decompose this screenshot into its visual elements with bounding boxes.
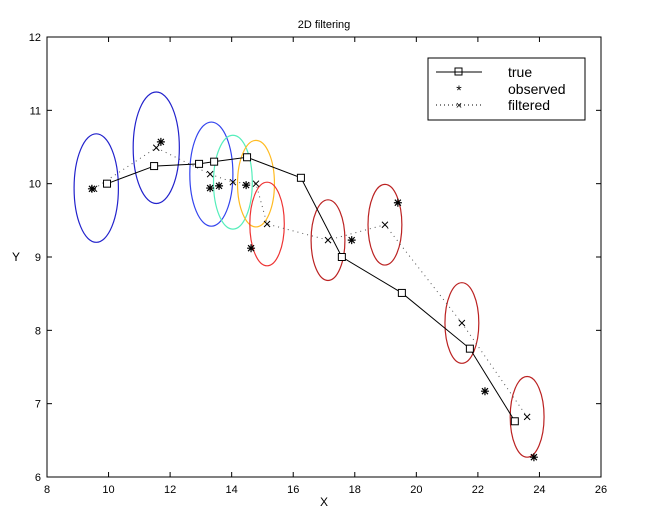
legend-observed-marker: *	[456, 82, 462, 98]
observed-point	[215, 181, 224, 190]
y-tick-label: 10	[29, 179, 41, 191]
y-tick-label: 7	[35, 399, 41, 411]
y-axis-label: Y	[12, 250, 20, 264]
legend-box	[427, 57, 586, 121]
filtered-point	[206, 170, 214, 178]
covariance-ellipse	[509, 375, 545, 458]
covariance-ellipse	[444, 282, 480, 364]
legend-observed-label: observed	[508, 81, 566, 97]
filtered-point	[324, 236, 332, 244]
observed-point	[87, 184, 96, 193]
filtered-point	[229, 178, 237, 186]
true-point	[397, 288, 406, 297]
x-tick-label: 8	[44, 484, 50, 496]
covariance-ellipse	[132, 91, 180, 205]
x-tick-label: 10	[102, 484, 114, 496]
x-tick-label: 20	[410, 484, 422, 496]
observed-point	[529, 453, 538, 462]
covariance-ellipse	[367, 183, 403, 266]
true-point	[243, 153, 252, 162]
true-point	[465, 344, 474, 353]
covariance-ellipse	[310, 199, 346, 282]
y-tick-label: 6	[35, 472, 41, 484]
filtered-point	[263, 220, 271, 228]
observed-point	[347, 236, 356, 245]
observed-point	[480, 387, 489, 396]
observed-point	[156, 137, 165, 146]
legend-true-marker	[454, 67, 463, 76]
true-line	[106, 156, 516, 422]
true-point	[150, 162, 159, 171]
legend-filtered-marker: ×	[456, 100, 462, 112]
legend: true * observed × filtered	[427, 57, 586, 121]
legend-true-label: true	[508, 64, 532, 80]
legend-filtered-label: filtered	[508, 97, 550, 113]
filtered-point	[458, 319, 466, 327]
observed-point	[206, 184, 215, 193]
filtered-point	[381, 221, 389, 229]
observed-point	[393, 198, 402, 207]
covariance-ellipse	[249, 181, 285, 267]
covariance-ellipse	[73, 133, 120, 243]
filtered-point	[152, 144, 160, 152]
true-point	[510, 417, 519, 426]
true-point	[210, 157, 219, 166]
covariance-ellipse	[236, 139, 276, 228]
y-tick-label: 11	[30, 105, 41, 117]
covariance-ellipse	[189, 121, 234, 227]
x-tick-label: 18	[349, 484, 361, 496]
true-point	[337, 253, 346, 261]
axes-box	[46, 36, 602, 478]
true-point	[103, 179, 112, 188]
filtered-point	[252, 180, 260, 188]
x-tick-label: 16	[287, 484, 299, 496]
x-tick-label: 22	[472, 484, 484, 496]
y-tick-label: 9	[35, 252, 41, 264]
x-tick-label: 12	[164, 484, 176, 496]
filtered-point	[523, 413, 531, 421]
x-tick-label: 14	[226, 484, 238, 496]
plot-area: 8 10 12 14 16 18 20 22 24 26 6 7 8 9 10 11 12	[29, 32, 607, 496]
chart-title: 2D filtering	[298, 19, 351, 31]
observed-point	[247, 244, 256, 253]
covariance-ellipse	[212, 134, 253, 230]
x-tick-label: 24	[533, 484, 545, 496]
observed-point	[242, 181, 251, 190]
x-tick-label: 26	[595, 484, 607, 496]
true-point	[296, 173, 305, 182]
x-axis-label: X	[320, 495, 328, 509]
y-tick-label: 8	[35, 325, 41, 337]
y-tick-label: 12	[29, 32, 41, 44]
true-point	[195, 159, 204, 168]
